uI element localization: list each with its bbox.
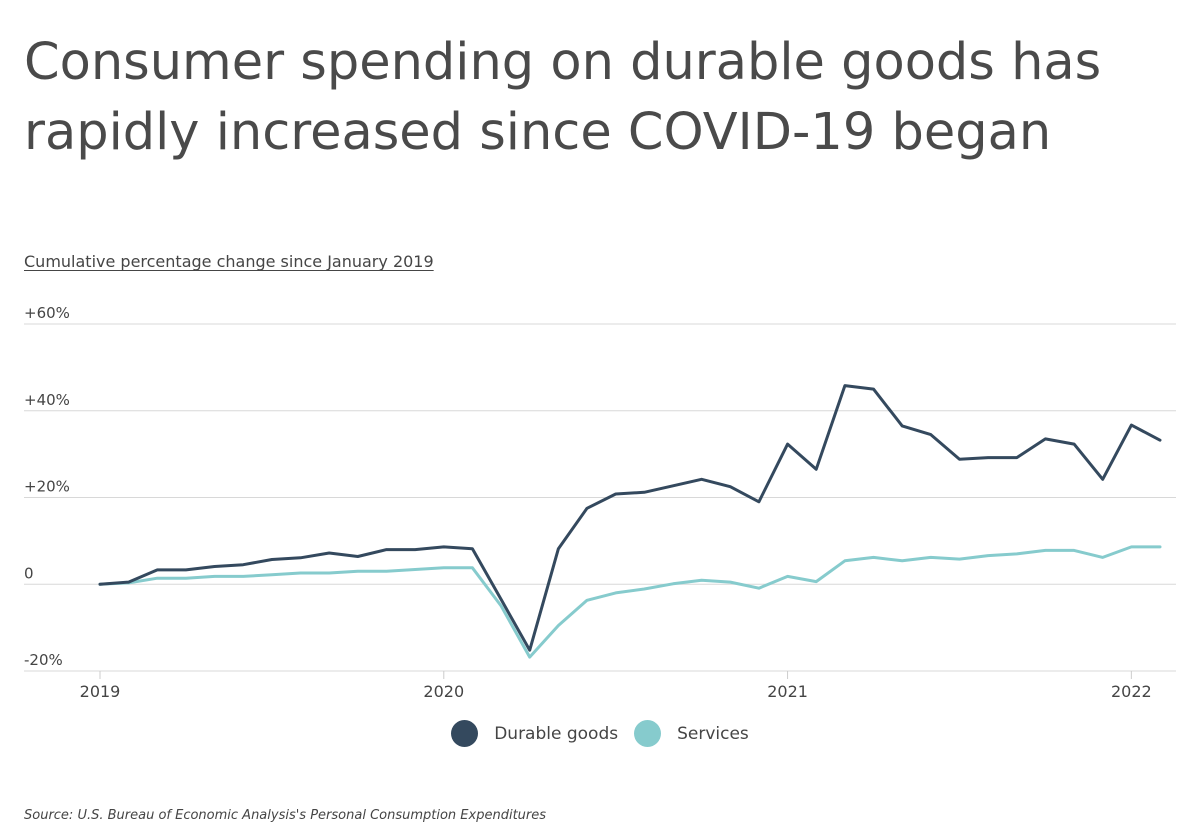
- y-tick-label: +20%: [24, 478, 70, 496]
- legend-item-services: Services: [634, 720, 749, 747]
- x-tick-label: 2022: [1111, 682, 1152, 701]
- x-tick-label: 2019: [80, 682, 121, 701]
- y-tick-label: +40%: [24, 391, 70, 409]
- chart-subtitle: Cumulative percentage change since Janua…: [24, 252, 434, 271]
- line-chart: -20% 0 +20% +40% +60% 2019 2020 2021 2022: [24, 304, 1176, 701]
- y-tick-label: -20%: [24, 651, 63, 669]
- legend-label-services: Services: [677, 723, 749, 744]
- source-note: Source: U.S. Bureau of Economic Analysis…: [24, 808, 547, 823]
- x-tick-label: 2021: [767, 682, 808, 701]
- y-tick-label: 0: [24, 564, 34, 582]
- legend-item-durable-goods: Durable goods: [451, 720, 618, 747]
- series-line-durable-goods: [98, 384, 1162, 652]
- gridlines: [24, 323, 1176, 672]
- x-tick-label: 2020: [423, 682, 464, 701]
- series-lines: [98, 384, 1162, 659]
- y-tick-label: +60%: [24, 304, 70, 322]
- x-axis-ticks: 2019 2020 2021 2022: [80, 671, 1152, 701]
- chart-title: Consumer spending on durable goods has r…: [24, 33, 1102, 162]
- y-axis-ticks: -20% 0 +20% +40% +60%: [24, 304, 70, 669]
- legend-swatch-services: [634, 720, 662, 747]
- legend: Durable goods Services: [0, 720, 1200, 747]
- legend-label-durable-goods: Durable goods: [494, 723, 619, 744]
- legend-swatch-durable-goods: [451, 720, 479, 747]
- series-line-services: [98, 545, 1162, 659]
